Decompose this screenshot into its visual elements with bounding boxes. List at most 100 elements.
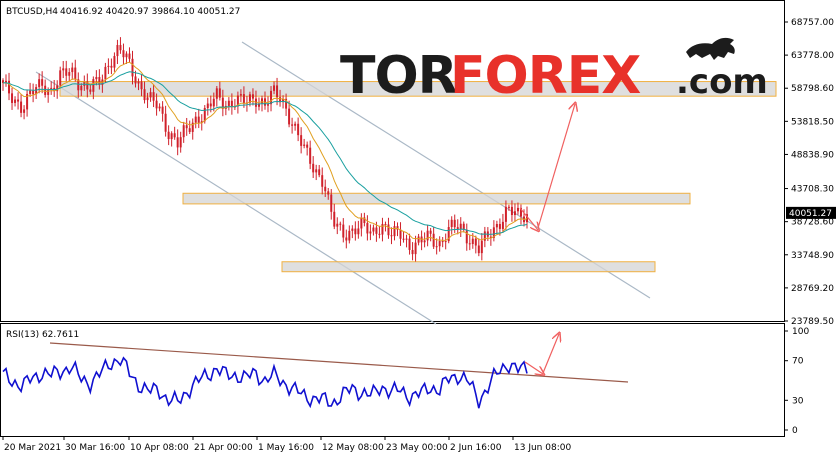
candle-body (89, 89, 92, 92)
candle-body (203, 108, 206, 122)
candle-body (438, 241, 441, 247)
candle-body (155, 100, 158, 109)
time-tick-label: 13 Jun 08:00 (514, 443, 571, 453)
candle-body (104, 66, 107, 80)
candle-body (185, 125, 188, 129)
candle-body (423, 240, 426, 243)
candle-body (390, 235, 393, 237)
candle-body (312, 163, 315, 173)
candle-body (197, 116, 200, 123)
candle-body (140, 81, 143, 90)
rsi-tick-label: 100 (792, 327, 809, 337)
candle-body (321, 175, 324, 187)
candle-body (164, 113, 167, 132)
candle-body (218, 88, 221, 98)
rsi-panel-frame (0, 323, 785, 437)
candle-body (291, 124, 294, 126)
candle-body (396, 226, 399, 230)
candle-body (333, 211, 336, 227)
candle-body (270, 90, 273, 105)
candle-body (432, 233, 435, 247)
candle-body (501, 221, 504, 229)
time-tick-label: 30 Mar 16:00 (65, 443, 125, 453)
candle-body (477, 245, 480, 254)
rsi-label: RSI(13) 62.7611 (6, 330, 79, 340)
price-tick-label: 53818.50 (791, 117, 834, 127)
candle-body (288, 108, 291, 125)
candle-body (372, 227, 375, 232)
candle-body (170, 133, 173, 140)
candle-body (161, 106, 164, 114)
candle-body (408, 238, 411, 250)
candle-body (182, 125, 185, 138)
candle-body (468, 243, 471, 245)
price-tick-label: 63778.00 (791, 51, 834, 61)
candle-body (426, 230, 429, 241)
candle-body (242, 94, 245, 104)
candle-body (35, 87, 38, 95)
candle-body (56, 85, 59, 92)
candle-body (318, 169, 321, 176)
candle-body (113, 56, 116, 68)
candle-body (98, 77, 101, 85)
candle-body (519, 207, 522, 217)
rsi-layer (2, 334, 629, 409)
candle-body (381, 223, 384, 235)
candle-body (357, 228, 360, 235)
time-tick-label: 2 Jun 16:00 (450, 443, 502, 453)
candle-body (251, 94, 254, 99)
brand-logo: TOR FOREX .com (340, 37, 768, 106)
brand-part-3: .com (676, 62, 768, 102)
candle-body (339, 223, 342, 225)
time-tick-label: 1 May 16:00 (258, 443, 314, 453)
forecast-arrow-down (519, 207, 538, 230)
rsi-arrow-down (524, 361, 543, 374)
candle-body (495, 224, 498, 228)
price-tick-label: 38728.60 (791, 218, 834, 228)
candle-body (507, 206, 510, 208)
candle-body (137, 81, 140, 84)
rsi-tick-label: 30 (792, 396, 804, 406)
candle-body (257, 103, 260, 107)
candle-body (143, 89, 146, 101)
candle-body (77, 79, 80, 91)
rsi-tick-label: 70 (792, 357, 804, 367)
candle-body (74, 67, 77, 80)
candle-body (47, 89, 50, 95)
candle-body (471, 238, 474, 245)
candle-body (375, 227, 378, 234)
price-tick-label: 23789.50 (791, 317, 834, 327)
candle-body (489, 236, 492, 238)
candle-body (149, 92, 152, 98)
candle-body (146, 97, 149, 101)
candle-body (441, 241, 444, 243)
candle-body (2, 80, 4, 83)
candle-body (342, 224, 345, 238)
candle-body (68, 72, 71, 76)
candle-body (498, 224, 501, 229)
sr-zone (59, 81, 777, 97)
candle-body (221, 97, 224, 109)
candle-body (282, 98, 285, 103)
rsi-line (2, 356, 528, 409)
candle-body (354, 228, 357, 235)
candle-body (324, 186, 327, 192)
candle-body (273, 85, 276, 91)
candle-body (23, 109, 26, 113)
price-tick-label: 43708.30 (791, 185, 834, 195)
candle-body (212, 98, 215, 107)
candle-body (125, 53, 128, 58)
candle-body (526, 214, 528, 223)
candle-body (86, 81, 89, 90)
candle-body (44, 85, 47, 95)
candle-body (239, 94, 242, 96)
axis-layer: 68757.00 63778.00 58798.60 53818.50 48838.90… (2, 18, 836, 453)
candle-body (116, 45, 119, 57)
candle-body (387, 224, 390, 236)
candle-body (366, 222, 369, 234)
ohlc-label: 40416.92 40420.97 39864.10 40051.27 (60, 7, 240, 17)
candle-body (465, 229, 468, 244)
candle-body (453, 219, 456, 228)
candle-body (248, 94, 251, 103)
time-tick-label: 20 Mar 2021 (4, 443, 61, 453)
